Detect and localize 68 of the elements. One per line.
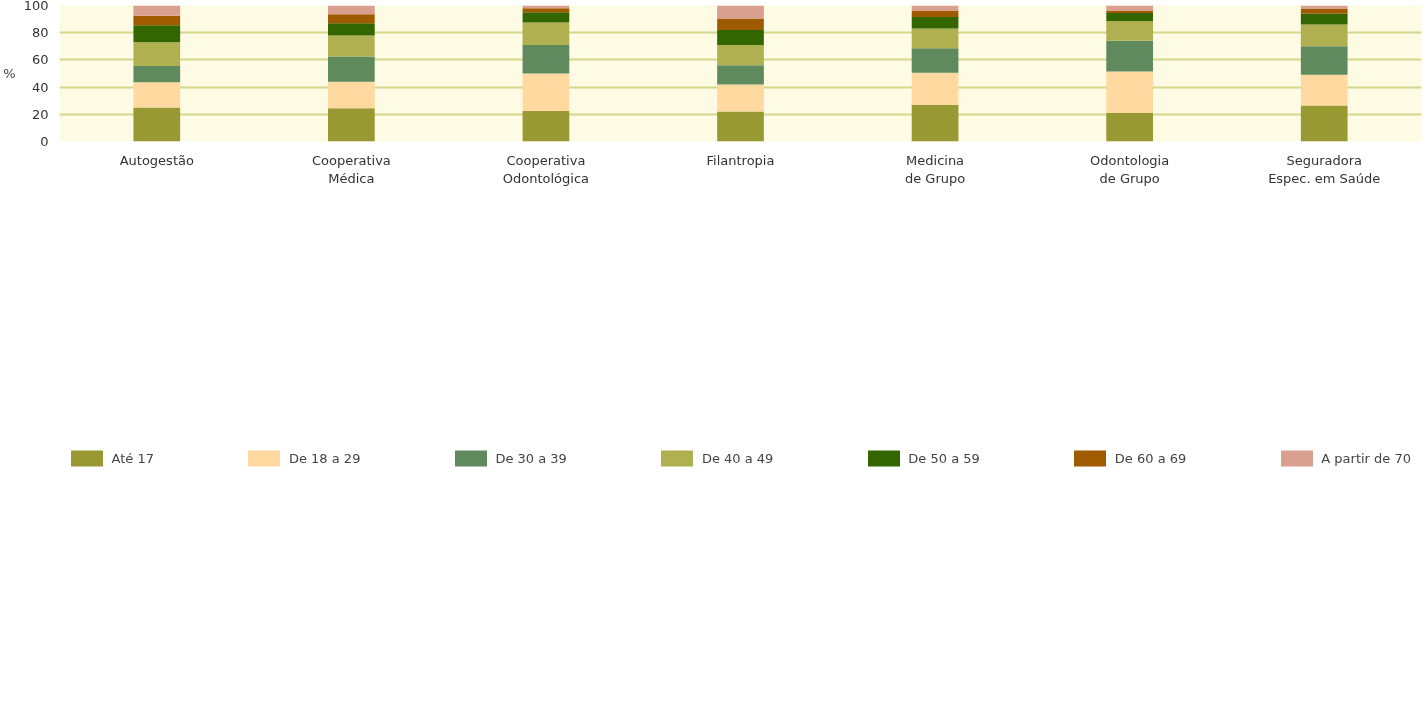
bar [911,17,959,29]
x-tick-label: Cooperativa Médica [311,152,391,186]
bar [911,104,959,142]
bar [522,22,570,45]
bar [133,42,181,67]
bar [328,14,375,24]
bar [717,65,764,85]
bar [717,18,764,30]
bar [1300,105,1348,142]
bar [911,28,959,49]
legend-label: A partir de 70 [1321,450,1411,466]
x-tick-label: Cooperativa Odontológica [502,152,590,186]
bar [328,23,375,36]
bar [522,12,570,23]
bar [1106,40,1153,72]
bar [328,35,375,57]
bar [1300,74,1348,106]
bar [717,29,764,45]
legend-label: De 50 a 59 [908,450,980,466]
bar [717,111,764,142]
bar [133,82,181,108]
bar [1106,5,1153,11]
legend-label: De 18 a 29 [288,450,361,466]
y-tick-label: 60 [31,52,49,68]
bar [1106,10,1153,13]
bar [911,10,959,18]
bar [1300,8,1348,14]
bar [328,56,375,82]
bar [717,44,764,66]
bar [522,44,570,74]
bar [1300,46,1348,75]
bar [1106,71,1153,113]
y-tick-label: 40 [31,79,49,95]
x-tick-label: Seguradora Espec. em Saúde [1268,152,1381,186]
y-tick-label: 100 [23,0,49,13]
bar [1300,13,1348,25]
x-tick-label: Autogestão [119,152,194,168]
bar [522,73,570,111]
bar [1300,24,1348,47]
bar [1106,112,1153,142]
bar [328,108,375,142]
bar [522,8,570,13]
bar [133,66,181,83]
bar [911,5,959,11]
x-tick-label: Odontologia de Grupo [1090,152,1170,186]
bar [717,5,764,19]
bar [1106,12,1153,22]
x-tick-label: Medicina de Grupo [904,152,966,186]
legend-label: De 60 a 69 [1114,450,1187,466]
bar [133,15,181,26]
bar [717,84,764,112]
legend-label: De 30 a 39 [495,450,567,466]
y-tick-label: 80 [31,25,49,41]
bar [911,72,959,105]
bar [133,5,181,16]
bar [522,110,570,142]
bar [133,107,181,142]
bar [911,48,959,73]
bar [328,81,375,109]
bar [1106,21,1153,41]
y-tick-label: 0 [40,134,49,149]
x-tick-label: Filantropia [706,152,775,168]
bar [328,5,375,15]
bar [133,25,181,43]
y-tick-label: 20 [31,106,49,122]
legend-label: De 40 a 49 [701,450,774,466]
y-axis-title: % [3,66,16,81]
legend-label: Até 17 [111,450,154,466]
